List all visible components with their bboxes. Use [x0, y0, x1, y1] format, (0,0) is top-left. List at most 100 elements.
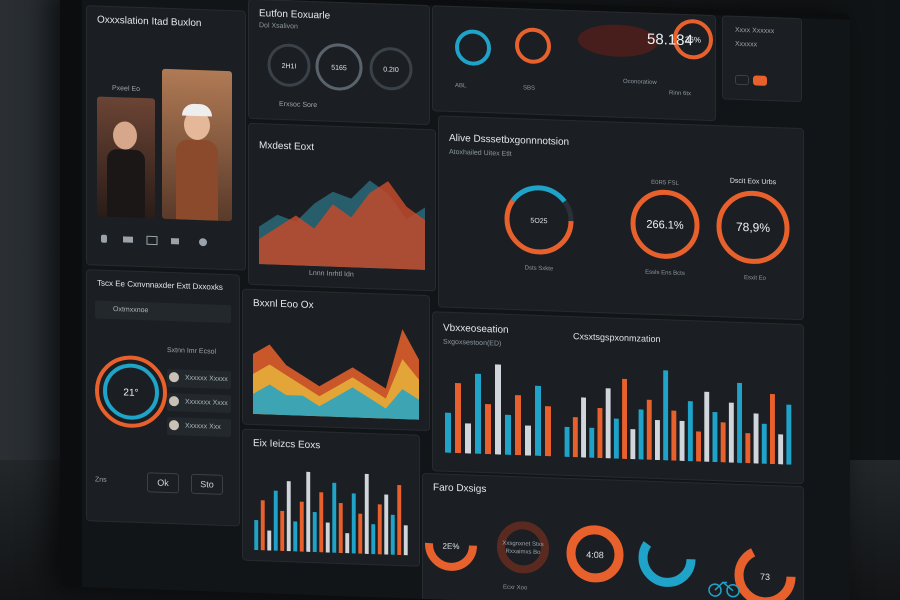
stacked-area-chart	[253, 329, 419, 420]
chat-icon[interactable]	[171, 238, 179, 245]
bar	[663, 370, 669, 461]
bar	[325, 522, 330, 553]
bar	[581, 397, 587, 458]
bar	[254, 519, 259, 551]
participant-video-1[interactable]	[97, 96, 155, 219]
gauges-title: Eutfon Eoxuarle	[259, 8, 331, 22]
market-legend: Lnnn Inrhtl Idn	[309, 269, 354, 279]
market-chart-panel: Mxdest Eoxt Lnnn Inrhtl Idn	[248, 122, 436, 292]
map-label-3: Oconoratiow	[623, 79, 657, 86]
area-series-1	[259, 181, 425, 270]
stop-button[interactable]: Sto	[191, 473, 223, 495]
viz-title-2: Cxsxtsgspxonmzation	[573, 331, 661, 345]
alive-gauge-3-value: 78,9%	[736, 220, 770, 235]
bar	[306, 471, 311, 552]
account-line-2: Xxxxxx	[735, 40, 758, 49]
camera-icon[interactable]	[123, 236, 133, 243]
clock-list-item-3[interactable]: Xxxxxx Xxx	[167, 416, 231, 438]
alive-caption: Dsts Sxkte	[525, 265, 554, 272]
bar	[515, 395, 521, 456]
bar	[655, 419, 660, 461]
bar	[737, 382, 743, 464]
bar	[778, 434, 784, 465]
alive-gauge-2-value: 266.1%	[646, 219, 684, 232]
bar	[475, 373, 481, 454]
call-controls	[101, 234, 207, 247]
clock-footer: Zns	[95, 476, 107, 484]
alive-gauge-1-arc-a	[504, 185, 574, 255]
map-graphic: 58.184 36% ABL SBS Oconoratiow Rinn 6tx	[455, 19, 713, 97]
clock-tab-label: Oxtmxxnoe	[113, 306, 149, 315]
bicycle-icon-wheel-1	[708, 583, 722, 597]
mic-icon[interactable]	[101, 234, 107, 243]
clock-tab[interactable]: Oxtmxxnoe	[95, 300, 231, 324]
map-big-number: 58.184	[647, 31, 693, 50]
screen-share-icon[interactable]	[146, 235, 158, 246]
bar	[630, 429, 636, 460]
account-action-1[interactable]	[735, 74, 749, 86]
bar	[679, 420, 685, 462]
bar	[358, 513, 363, 554]
bar	[505, 414, 511, 455]
account-action-2[interactable]	[753, 75, 767, 86]
bar	[280, 510, 285, 552]
bar	[445, 412, 451, 453]
video-call-panel: Oxxxslation Itad Buxlon Pxeel Eo	[86, 5, 246, 271]
clock-list-item-2[interactable]: Xxxxxxx Xxxx	[167, 392, 231, 414]
clock-title: Tscx Ee Cxnvnnaxder Extt Dxxoxks	[97, 278, 223, 292]
bar	[745, 433, 751, 464]
bar	[761, 423, 767, 464]
alive-footer: Essls Ens Bcts	[645, 270, 685, 277]
account-line-1: Xxxx Xxxxxx	[735, 26, 775, 36]
bar	[273, 490, 278, 551]
clock-list-item-1-label: Xxxxxx Xxxxx	[185, 374, 228, 384]
end-call-icon[interactable]	[199, 238, 207, 247]
alive-gauges-panel: Alive Dsssetbxgonnnotsion Atoxhailed Uit…	[438, 115, 804, 321]
clock-ring-outer	[95, 355, 167, 428]
bar	[351, 493, 356, 554]
avatar	[169, 420, 179, 431]
bar	[384, 494, 389, 555]
gauge-group: 2H1I 5165 0.2I0	[267, 43, 413, 91]
top-gauges-panel: Eutfon Eoxuarle Dol Xsalivon 2H1I 5165 0…	[248, 0, 430, 126]
dashboard-screen: Oxxxslation Itad Buxlon Pxeel Eo	[82, 0, 850, 600]
viz-bar-chart-right	[564, 370, 792, 465]
donut-4-arc	[638, 529, 696, 587]
gauge-value-3: 0.2I0	[383, 66, 399, 74]
bar	[545, 406, 551, 457]
bar	[613, 418, 619, 459]
bar	[720, 422, 726, 463]
clock-list-item-1[interactable]: Xxxxxx Xxxxx	[167, 368, 231, 390]
map-region	[578, 24, 658, 57]
bar	[646, 399, 652, 460]
donut-5-arc	[734, 545, 796, 600]
bar	[786, 404, 792, 465]
gauges-caption: Erxsoc Sore	[279, 100, 318, 110]
participant-video-2[interactable]	[162, 68, 232, 222]
donut-panel: Faro Dxsigs 2E% Xxsgnxnet Stxs Rxxaimxs …	[422, 472, 804, 600]
bar	[525, 425, 531, 456]
ok-button[interactable]: Ok	[147, 472, 179, 494]
bar	[696, 431, 702, 462]
account-panel: Xxxx Xxxxxx Xxxxxx	[722, 15, 802, 103]
bar	[286, 481, 291, 552]
gauge-ring-1	[267, 43, 311, 87]
market-title: Mxdest Eoxt	[259, 140, 315, 154]
bar	[605, 388, 611, 459]
bar	[364, 473, 369, 554]
donut-group: 2E% Xxsgnxnet Stxs Rxxaimxs Bo 4:08 73 E…	[425, 518, 796, 600]
map-gauge-2	[515, 27, 551, 64]
bicycle-icon-wheel-2	[726, 583, 740, 598]
alive-gauges: 5O25 266.1% E0R5 FSL 78,9% Dscit Eox Urb…	[504, 178, 790, 282]
bar	[638, 409, 644, 460]
viz-title: Vbxxeoseation	[443, 322, 509, 336]
alive-gauge-3-ring	[716, 190, 790, 264]
bar	[465, 423, 471, 454]
bicycle-icon	[714, 581, 734, 592]
bar	[345, 533, 350, 554]
alive-legend: Esxit Eo	[744, 275, 767, 282]
alive-gauge-1-arc-b	[504, 185, 574, 255]
map-label-1: ABL	[455, 83, 467, 89]
bar	[319, 492, 324, 553]
bar	[535, 385, 541, 457]
